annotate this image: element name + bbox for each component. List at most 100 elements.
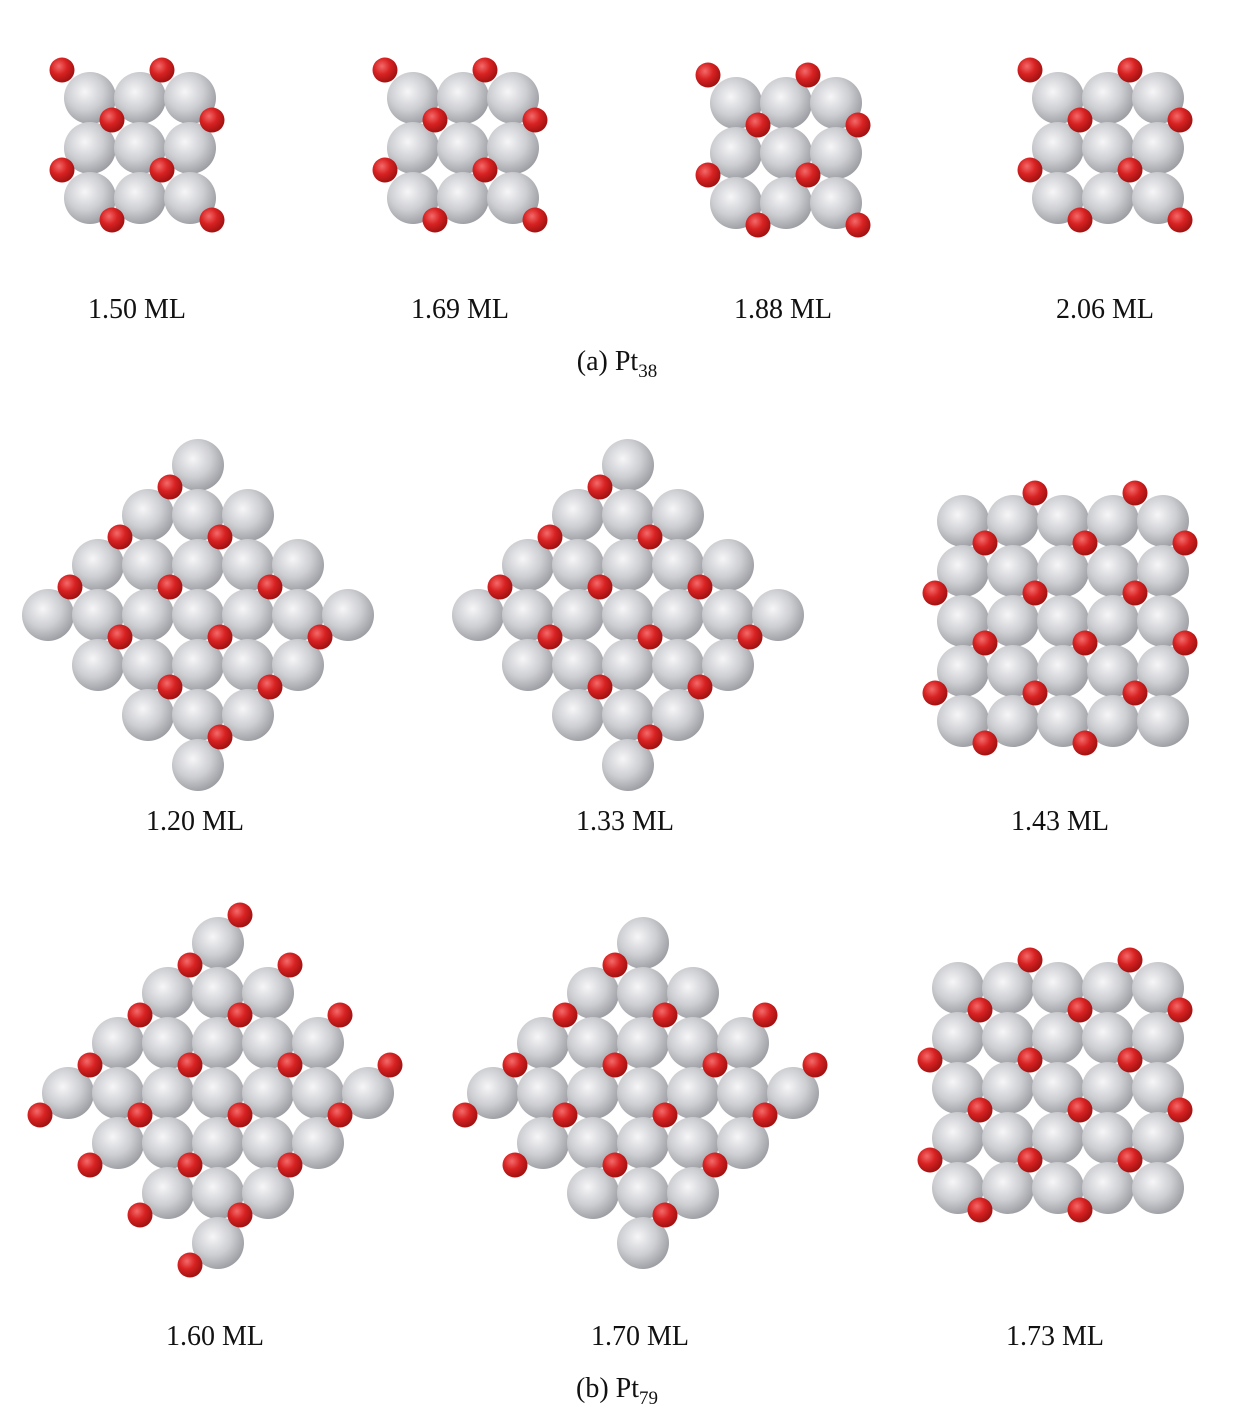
figure: 1.50 ML1.69 ML1.88 ML2.06 ML(a) Pt381.20… bbox=[0, 0, 1233, 1412]
panel-label: 1.33 ML bbox=[576, 806, 674, 837]
panel-label: 1.20 ML bbox=[146, 806, 244, 837]
o-atom bbox=[503, 1053, 528, 1078]
o-atom bbox=[746, 113, 771, 138]
o-atom bbox=[50, 58, 75, 83]
o-atom bbox=[108, 625, 133, 650]
o-atom bbox=[1123, 581, 1148, 606]
o-atom bbox=[653, 1203, 678, 1228]
panel-label: 1.88 ML bbox=[734, 294, 832, 325]
o-atom bbox=[373, 58, 398, 83]
o-atom bbox=[638, 525, 663, 550]
o-atom bbox=[1023, 581, 1048, 606]
panel-label: 1.70 ML bbox=[591, 1321, 689, 1352]
o-atom bbox=[638, 725, 663, 750]
o-atom bbox=[796, 63, 821, 88]
o-atom bbox=[603, 1053, 628, 1078]
o-atom bbox=[503, 1153, 528, 1178]
o-atom bbox=[108, 525, 133, 550]
pt-atom bbox=[1132, 1162, 1184, 1214]
o-atom bbox=[78, 1153, 103, 1178]
o-atom bbox=[228, 903, 253, 928]
o-atom bbox=[128, 1103, 153, 1128]
o-atom bbox=[1018, 1148, 1043, 1173]
caption-subscript: 79 bbox=[639, 1388, 658, 1409]
o-atom bbox=[688, 575, 713, 600]
o-atom bbox=[1118, 948, 1143, 973]
o-atom bbox=[973, 631, 998, 656]
o-atom bbox=[1023, 481, 1048, 506]
o-atom bbox=[1118, 158, 1143, 183]
cluster bbox=[28, 903, 403, 1278]
o-atom bbox=[738, 625, 763, 650]
o-atom bbox=[638, 625, 663, 650]
o-atom bbox=[258, 575, 283, 600]
o-atom bbox=[553, 1103, 578, 1128]
o-atom bbox=[423, 108, 448, 133]
o-atom bbox=[208, 625, 233, 650]
panel-label: 1.43 ML bbox=[1011, 806, 1109, 837]
o-atom bbox=[1118, 58, 1143, 83]
o-atom bbox=[1018, 158, 1043, 183]
o-atom bbox=[378, 1053, 403, 1078]
o-atom bbox=[473, 158, 498, 183]
o-atom bbox=[753, 1003, 778, 1028]
o-atom bbox=[973, 731, 998, 756]
cluster bbox=[1018, 58, 1193, 233]
cluster bbox=[923, 481, 1198, 756]
o-atom bbox=[703, 1153, 728, 1178]
caption: (b) Pt79 bbox=[576, 1373, 658, 1409]
o-atom bbox=[523, 208, 548, 233]
page: 1.50 ML1.69 ML1.88 ML2.06 ML(a) Pt381.20… bbox=[0, 0, 1233, 1412]
o-atom bbox=[588, 475, 613, 500]
o-atom bbox=[328, 1003, 353, 1028]
o-atom bbox=[696, 63, 721, 88]
o-atom bbox=[1123, 481, 1148, 506]
o-atom bbox=[1018, 1048, 1043, 1073]
o-atom bbox=[208, 525, 233, 550]
o-atom bbox=[208, 725, 233, 750]
o-atom bbox=[1168, 208, 1193, 233]
o-atom bbox=[703, 1053, 728, 1078]
cluster bbox=[373, 58, 548, 233]
cluster bbox=[696, 63, 871, 238]
o-atom bbox=[150, 58, 175, 83]
o-atom bbox=[150, 158, 175, 183]
o-atom bbox=[846, 113, 871, 138]
o-atom bbox=[178, 953, 203, 978]
o-atom bbox=[653, 1003, 678, 1028]
o-atom bbox=[1123, 681, 1148, 706]
o-atom bbox=[688, 675, 713, 700]
o-atom bbox=[78, 1053, 103, 1078]
o-atom bbox=[1073, 631, 1098, 656]
o-atom bbox=[1018, 58, 1043, 83]
o-atom bbox=[1118, 1148, 1143, 1173]
o-atom bbox=[228, 1003, 253, 1028]
o-atom bbox=[228, 1203, 253, 1228]
o-atom bbox=[50, 158, 75, 183]
caption-text: (a) Pt bbox=[577, 346, 639, 377]
o-atom bbox=[1168, 998, 1193, 1023]
cluster bbox=[50, 58, 225, 233]
o-atom bbox=[278, 953, 303, 978]
o-atom bbox=[523, 108, 548, 133]
o-atom bbox=[178, 1253, 203, 1278]
o-atom bbox=[968, 1098, 993, 1123]
o-atom bbox=[158, 675, 183, 700]
o-atom bbox=[128, 1203, 153, 1228]
o-atom bbox=[1168, 1098, 1193, 1123]
o-atom bbox=[1118, 1048, 1143, 1073]
o-atom bbox=[1073, 531, 1098, 556]
o-atom bbox=[488, 575, 513, 600]
o-atom bbox=[100, 108, 125, 133]
o-atom bbox=[923, 681, 948, 706]
panel-label: 1.60 ML bbox=[166, 1321, 264, 1352]
o-atom bbox=[328, 1103, 353, 1128]
o-atom bbox=[1068, 208, 1093, 233]
o-atom bbox=[278, 1153, 303, 1178]
o-atom bbox=[1173, 531, 1198, 556]
o-atom bbox=[973, 531, 998, 556]
o-atom bbox=[128, 1003, 153, 1028]
o-atom bbox=[178, 1153, 203, 1178]
o-atom bbox=[1068, 1198, 1093, 1223]
caption: (a) Pt38 bbox=[577, 346, 657, 382]
